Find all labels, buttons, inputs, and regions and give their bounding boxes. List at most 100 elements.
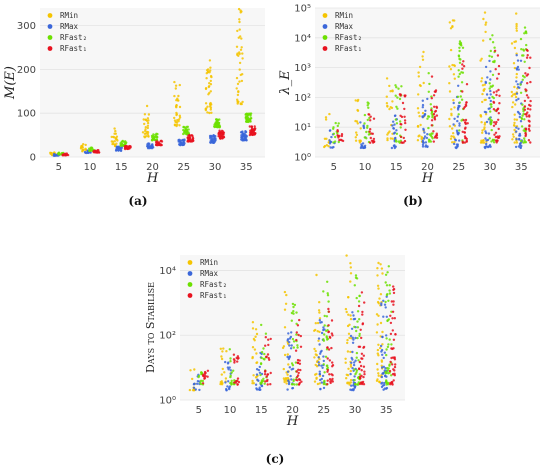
data-point — [228, 386, 231, 390]
data-point — [285, 382, 288, 385]
x-tick-label: 25 — [317, 405, 330, 416]
data-point — [218, 134, 222, 138]
data-point — [220, 380, 223, 383]
data-point — [458, 104, 461, 108]
data-point — [385, 337, 388, 340]
data-point — [358, 373, 361, 376]
data-point — [523, 26, 527, 29]
data-point — [398, 97, 402, 101]
data-point — [156, 132, 159, 136]
data-point — [323, 314, 326, 318]
data-point — [124, 142, 127, 145]
data-point — [340, 134, 344, 138]
data-point — [514, 95, 518, 99]
data-point — [421, 106, 424, 109]
data-point — [453, 77, 456, 80]
data-point — [460, 81, 464, 84]
data-point — [183, 138, 186, 141]
data-point — [235, 379, 238, 383]
data-point — [249, 113, 252, 116]
data-point — [267, 343, 270, 347]
data-point — [317, 337, 321, 340]
legend-entry: RFast₁ — [335, 44, 362, 53]
data-point — [353, 368, 356, 371]
data-point — [369, 119, 372, 122]
data-point — [433, 118, 437, 121]
data-point — [403, 139, 407, 143]
data-point — [465, 140, 468, 143]
data-point — [262, 377, 265, 380]
data-point — [115, 148, 118, 151]
data-point — [349, 317, 353, 321]
data-point — [175, 113, 178, 117]
data-point — [349, 363, 352, 366]
data-point — [456, 108, 460, 111]
data-point — [391, 383, 394, 386]
data-point-cluster — [514, 54, 523, 150]
data-point — [356, 326, 360, 329]
data-point-cluster — [492, 49, 501, 144]
data-point — [351, 336, 354, 339]
data-point — [448, 82, 451, 85]
data-point — [290, 319, 293, 322]
x-tick-label: 25 — [452, 162, 465, 173]
data-point — [332, 126, 335, 129]
plot-area — [315, 8, 540, 157]
data-point — [380, 375, 384, 379]
legend-marker — [187, 293, 193, 298]
data-point — [236, 377, 240, 380]
data-point — [387, 343, 390, 346]
data-point — [483, 11, 487, 14]
data-point — [349, 369, 352, 373]
plot-area — [180, 255, 405, 400]
data-point — [263, 382, 266, 385]
data-point — [146, 145, 149, 148]
data-point — [388, 289, 391, 292]
data-point — [484, 21, 488, 24]
data-point — [220, 357, 224, 361]
data-point — [331, 365, 334, 368]
data-point — [353, 375, 356, 378]
data-point — [297, 383, 301, 386]
data-point — [292, 310, 295, 313]
data-point — [529, 56, 532, 59]
data-point-cluster — [213, 118, 222, 129]
data-point — [354, 119, 357, 123]
data-point — [286, 388, 289, 391]
data-point-cluster — [224, 360, 232, 392]
data-point — [219, 137, 222, 140]
data-point — [317, 309, 321, 312]
data-point — [326, 294, 330, 297]
data-point — [251, 327, 255, 330]
data-point — [367, 133, 371, 136]
data-point — [458, 49, 461, 53]
data-point — [520, 125, 524, 128]
data-point — [515, 138, 518, 141]
y-tick-label: 10⁴ — [159, 266, 176, 277]
data-point — [173, 94, 176, 98]
data-point — [324, 355, 328, 358]
data-point-cluster — [155, 139, 164, 147]
data-point — [240, 79, 244, 83]
x-tick-label: 35 — [380, 405, 393, 416]
data-point — [394, 118, 398, 121]
data-point — [366, 101, 369, 104]
data-point — [360, 145, 363, 148]
data-point — [330, 346, 333, 350]
data-point — [354, 359, 357, 362]
data-point — [385, 284, 389, 287]
data-point — [325, 315, 329, 318]
data-point-cluster — [385, 77, 394, 142]
data-point — [488, 96, 491, 100]
data-point — [392, 300, 395, 303]
data-point — [286, 353, 289, 356]
data-point — [322, 338, 325, 341]
data-point — [357, 359, 360, 362]
data-point — [515, 141, 519, 144]
data-point — [358, 382, 362, 386]
data-point — [361, 310, 364, 314]
data-point — [417, 93, 420, 96]
data-point — [193, 368, 196, 371]
data-point — [460, 71, 463, 74]
data-point — [492, 141, 496, 144]
